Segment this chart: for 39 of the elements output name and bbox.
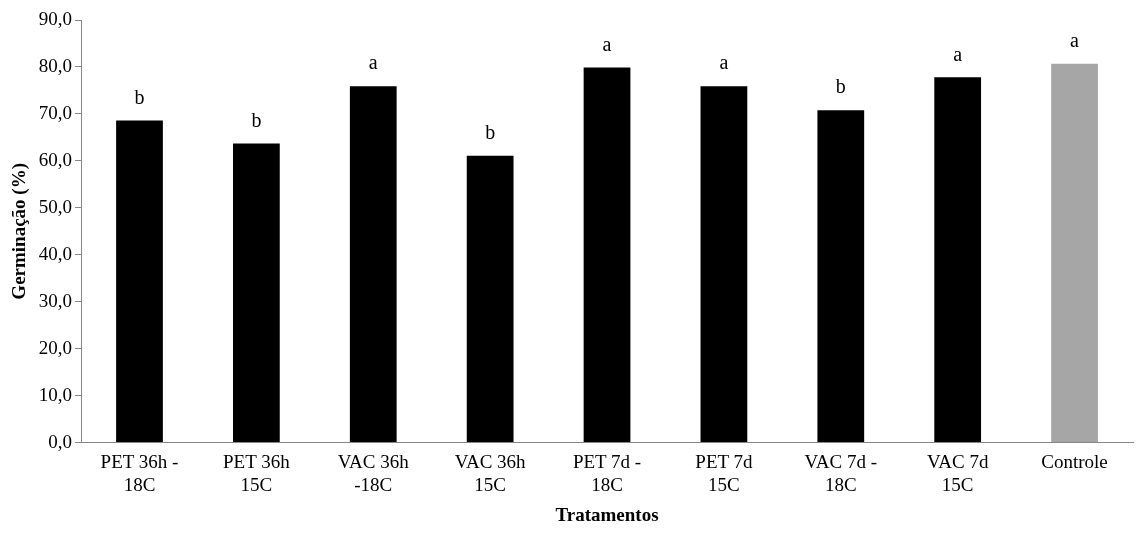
x-axis-title: Tratamentos	[555, 503, 659, 525]
bar	[583, 67, 631, 443]
y-tick-label: 40,0	[38, 242, 73, 264]
annotation: a	[953, 42, 963, 65]
bar	[700, 86, 748, 443]
y-axis-title: Germinação (%)	[8, 162, 31, 300]
annotation: a	[719, 51, 729, 74]
y-tick-label: 10,0	[38, 383, 73, 405]
y-tick-label: 90,0	[38, 7, 73, 29]
bar	[233, 143, 280, 443]
annotation: b	[485, 120, 496, 143]
bar	[116, 120, 163, 443]
y-tick-label: 30,0	[38, 289, 73, 311]
y-tick-label: 80,0	[38, 54, 73, 76]
y-tick-label: 70,0	[38, 101, 73, 123]
annotation: a	[368, 51, 378, 74]
x-tick-label: PET 7d - 18C	[572, 450, 642, 495]
x-tick-label: VAC 36h -18C	[337, 450, 410, 495]
annotation: b	[835, 75, 846, 98]
y-tick-label: 20,0	[38, 336, 73, 358]
x-tick-label: PET 36h 15C	[223, 450, 291, 495]
bar	[349, 86, 397, 443]
x-tick-label: PET 36h - 18C	[100, 450, 179, 495]
bar	[1051, 63, 1098, 443]
bar	[817, 110, 865, 443]
y-tick-label: 60,0	[38, 148, 73, 170]
bar	[934, 77, 982, 443]
x-tick-label: Controle	[1041, 450, 1108, 472]
x-tick-label: VAC 36h 15C	[454, 450, 527, 495]
x-tick-label: VAC 7d - 18C	[804, 450, 878, 495]
annotation: a	[1070, 28, 1080, 51]
x-tick-label: VAC 7d 15C	[926, 450, 989, 495]
annotation: b	[134, 85, 145, 108]
bar	[466, 155, 514, 443]
y-tick-label: 50,0	[38, 195, 73, 217]
y-tick-label: 0,0	[48, 430, 73, 452]
annotation: b	[251, 108, 262, 131]
annotation: a	[602, 32, 612, 55]
x-tick-label: PET 7d 15C	[695, 450, 753, 495]
